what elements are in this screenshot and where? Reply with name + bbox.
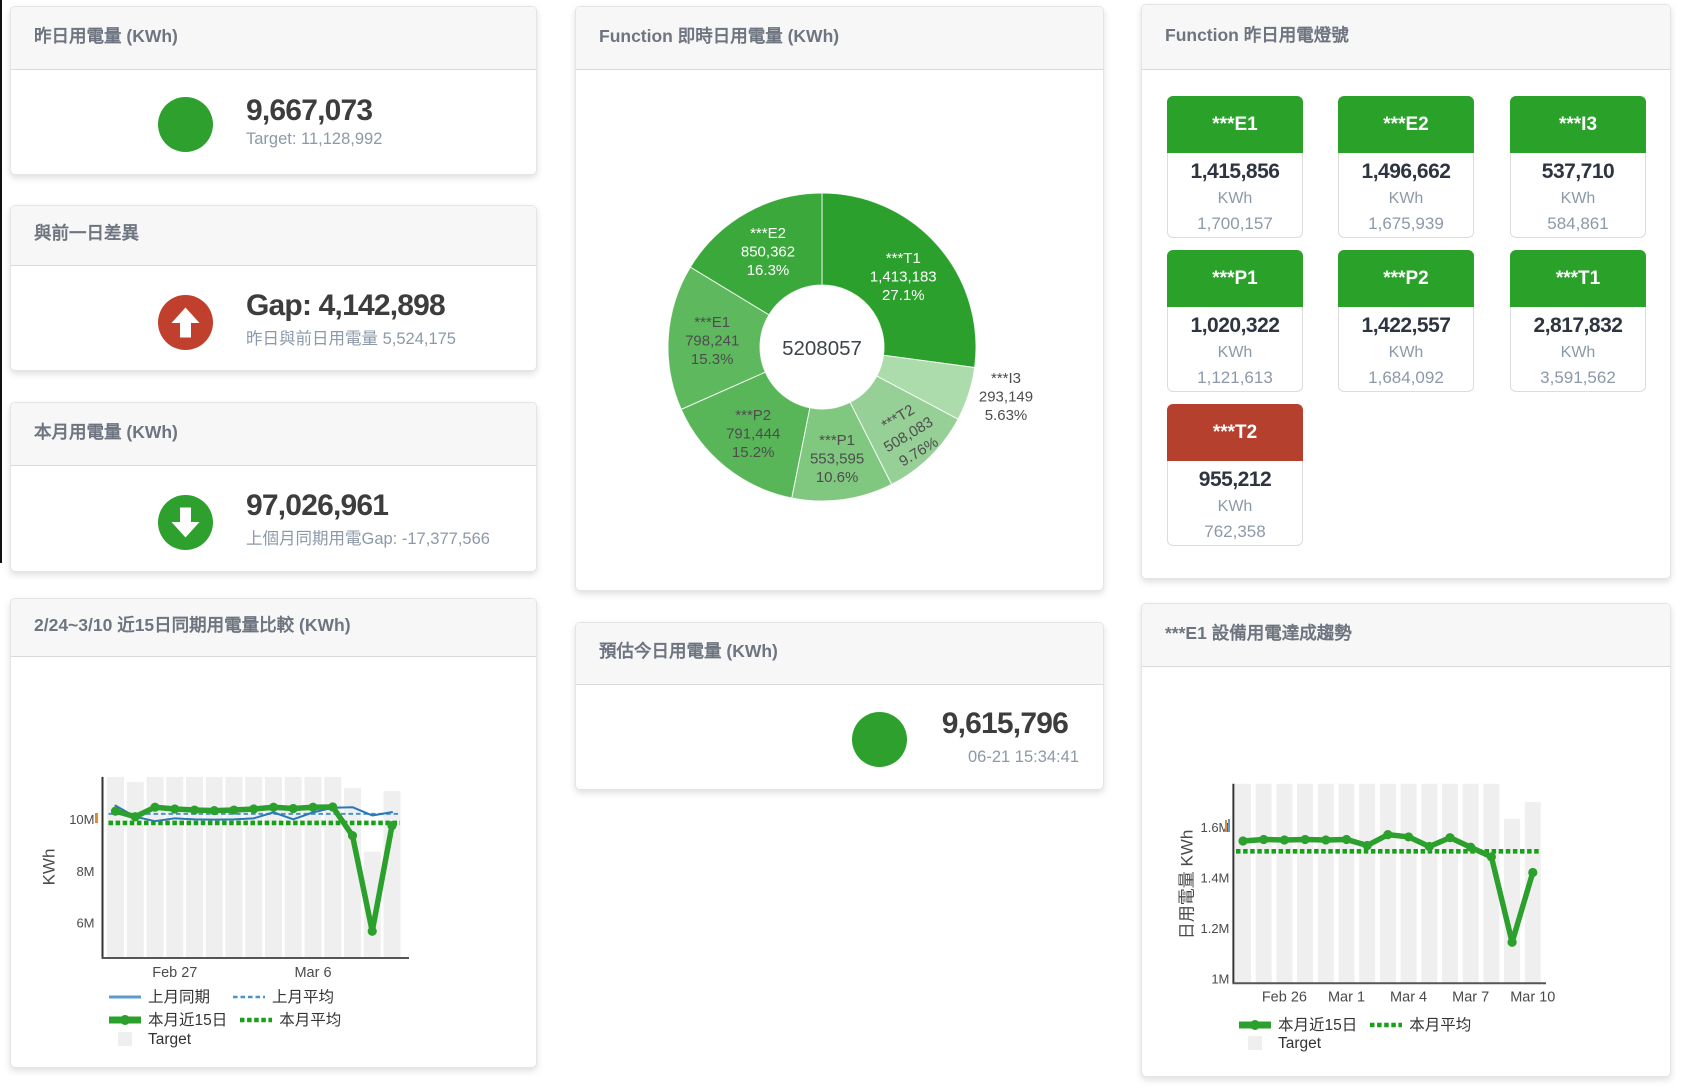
svg-text:Mar 6: Mar 6 [294,965,331,981]
svg-text:15.3%: 15.3% [691,351,734,368]
svg-text:Feb 27: Feb 27 [152,965,197,981]
svg-text:8M: 8M [76,864,94,879]
svg-text:Mar 1: Mar 1 [1328,990,1365,1006]
svg-text:850,362: 850,362 [741,244,795,261]
svg-text:10M: 10M [69,812,94,827]
svg-text:5208057: 5208057 [782,337,862,360]
svg-text:1.2M: 1.2M [1200,921,1229,936]
svg-text:Feb 26: Feb 26 [1262,990,1307,1006]
svg-text:Mar 10: Mar 10 [1510,990,1555,1006]
svg-text:1.6M: 1.6M [1200,820,1229,835]
svg-text:10.6%: 10.6% [816,469,859,486]
svg-text:798,241: 798,241 [685,332,739,349]
svg-text:Mar 4: Mar 4 [1390,990,1427,1006]
svg-text:16.3%: 16.3% [747,262,790,279]
svg-text:15.2%: 15.2% [732,444,775,461]
svg-text:5.63%: 5.63% [985,407,1028,424]
svg-text:1.4M: 1.4M [1200,871,1229,886]
svg-text:1M: 1M [1211,971,1229,986]
svg-text:***E1: ***E1 [694,314,730,331]
svg-text:***T1: ***T1 [886,250,921,267]
svg-text:1,413,183: 1,413,183 [870,268,937,285]
svg-text:27.1%: 27.1% [882,287,925,304]
svg-text:293,149: 293,149 [979,389,1033,406]
svg-text:***E2: ***E2 [750,225,786,242]
svg-text:***I3: ***I3 [991,370,1021,387]
svg-text:***P1: ***P1 [819,432,855,449]
svg-text:Mar 7: Mar 7 [1452,990,1489,1006]
svg-text:***P2: ***P2 [735,407,771,424]
svg-text:553,595: 553,595 [810,451,864,468]
svg-text:6M: 6M [76,916,94,931]
svg-text:791,444: 791,444 [726,425,780,442]
